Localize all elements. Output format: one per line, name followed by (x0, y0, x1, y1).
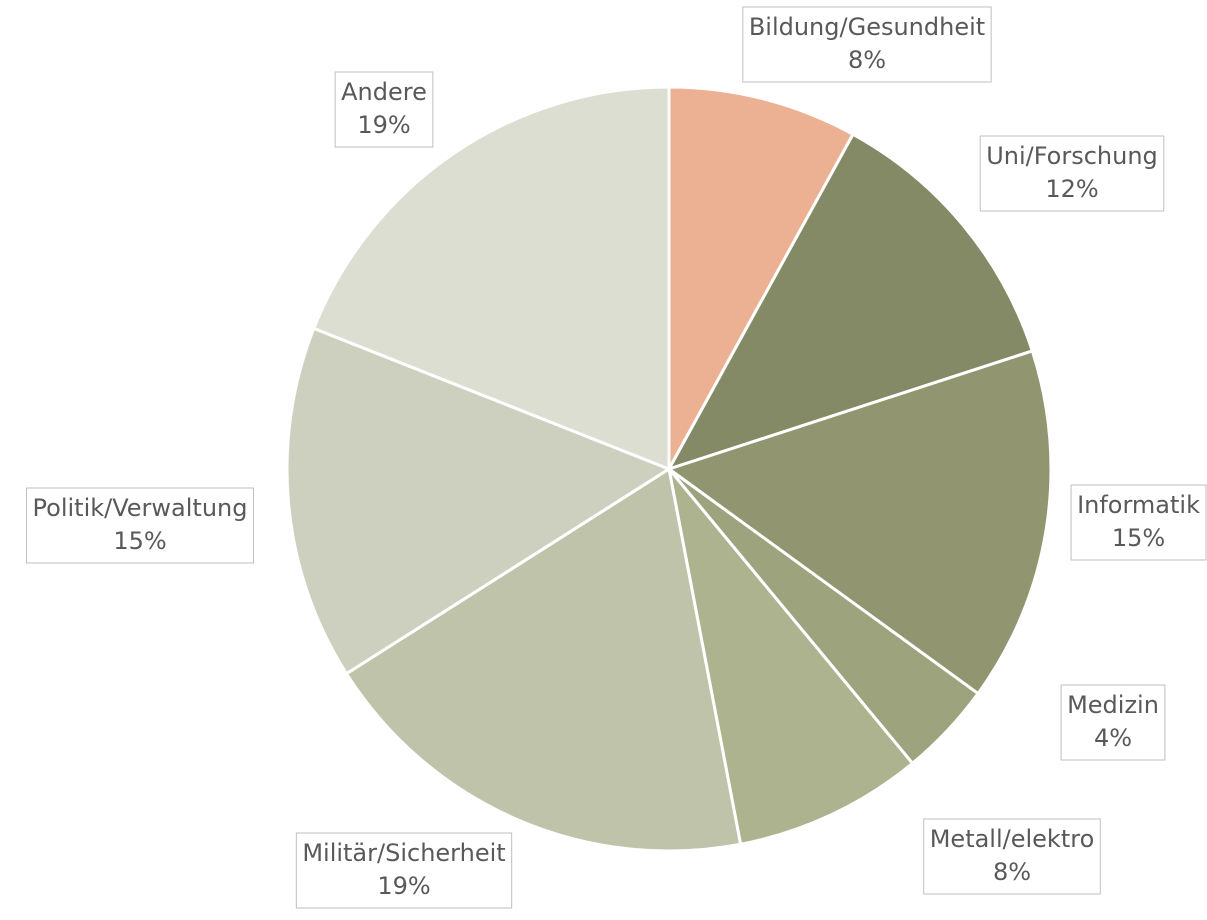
slice-value-label: 12% (1045, 175, 1098, 203)
pie-slice (667, 468, 915, 846)
slice-value-label: 8% (993, 858, 1031, 886)
slice-label: Metall/elektro (930, 825, 1095, 853)
label-box (295, 832, 513, 909)
pie-slice (667, 85, 856, 470)
pie-slice (285, 326, 673, 676)
slice-value-label: 15% (113, 527, 166, 555)
pie-slice (665, 132, 1035, 472)
pie-slice (311, 85, 671, 472)
slice-value-label: 19% (377, 872, 430, 900)
slice-value-label: 8% (848, 46, 886, 74)
label-box (742, 6, 992, 83)
pie-slice (344, 466, 743, 853)
pie-slice (665, 349, 1053, 696)
slice-label: Medizin (1067, 691, 1159, 719)
slice-value-label: 19% (357, 111, 410, 139)
slice-label: Militär/Sicherheit (302, 839, 505, 867)
slice-value-label: 15% (1112, 524, 1165, 552)
slice-value-label: 4% (1094, 724, 1132, 752)
slice-label: Andere (341, 78, 427, 106)
label-box (1060, 684, 1166, 761)
label-box (334, 71, 434, 148)
label-box (979, 135, 1165, 212)
label-box (923, 818, 1101, 895)
slice-label: Politik/Verwaltung (33, 494, 248, 522)
slice-label: Bildung/Gesundheit (749, 13, 985, 41)
slice-label: Informatik (1077, 491, 1200, 519)
label-box (1070, 484, 1207, 561)
label-box (26, 487, 254, 564)
slice-label: Uni/Forschung (986, 142, 1158, 170)
